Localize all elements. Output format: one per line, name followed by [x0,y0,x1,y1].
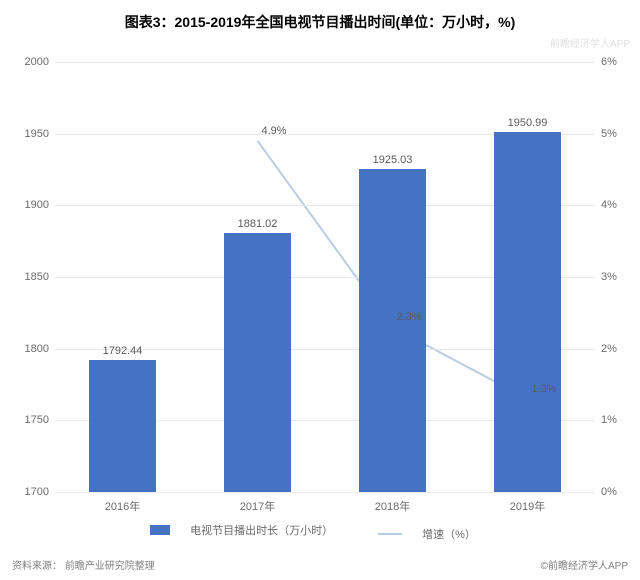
y-left-tick: 1800 [25,343,55,355]
legend: 电视节目播出时长（万小时） 增速（%） [0,522,640,542]
gridline [55,492,595,493]
bar [494,132,562,492]
y-left-tick: 1950 [25,128,55,140]
bar [224,233,292,492]
y-right-tick: 5% [595,128,617,140]
bar-value-label: 1925.03 [373,154,413,169]
line-value-label: 4.9% [262,125,287,137]
bar-value-label: 1950.99 [508,117,548,132]
y-right-tick: 4% [595,199,617,211]
credit: ©前瞻经济学人APP [541,557,628,572]
x-tick-label: 2019年 [510,498,545,514]
line-swatch [378,533,402,535]
y-right-tick: 0% [595,486,617,498]
legend-line-label: 增速（%） [422,526,476,542]
y-left-tick: 1700 [25,486,55,498]
chart-area: 17001750180018501900195020000%1%2%3%4%5%… [55,62,595,492]
bar [89,360,157,492]
watermark-top: 前瞻经济学人APP [550,35,630,50]
chart-title: 图表3：2015-2019年全国电视节目播出时间(单位：万小时，%) [0,12,640,32]
footer: 资料来源： 前瞻产业研究院整理 ©前瞻经济学人APP [12,557,628,572]
bar-value-label: 1792.44 [103,345,143,360]
y-right-tick: 1% [595,414,617,426]
gridline [55,62,595,63]
line-value-label: 2.3% [397,311,422,323]
plot: 17001750180018501900195020000%1%2%3%4%5%… [55,62,595,492]
x-tick-label: 2018年 [375,498,410,514]
legend-item-line: 增速（%） [378,526,490,542]
y-left-tick: 2000 [25,56,55,68]
x-tick-label: 2017年 [240,498,275,514]
legend-bars-label: 电视节目播出时长（万小时） [190,522,333,538]
legend-item-bars: 电视节目播出时长（万小时） [150,522,347,538]
y-left-tick: 1750 [25,414,55,426]
source-value: 前瞻产业研究院整理 [65,561,155,572]
bar-swatch [150,525,170,535]
source: 资料来源： 前瞻产业研究院整理 [12,557,155,572]
x-tick-label: 2016年 [105,498,140,514]
y-left-tick: 1900 [25,199,55,211]
line-value-label: 1.3% [532,383,557,395]
source-label: 资料来源： [12,561,62,572]
bar [359,169,427,492]
y-right-tick: 3% [595,271,617,283]
y-right-tick: 2% [595,343,617,355]
y-right-tick: 6% [595,56,617,68]
y-left-tick: 1850 [25,271,55,283]
bar-value-label: 1881.02 [238,218,278,233]
